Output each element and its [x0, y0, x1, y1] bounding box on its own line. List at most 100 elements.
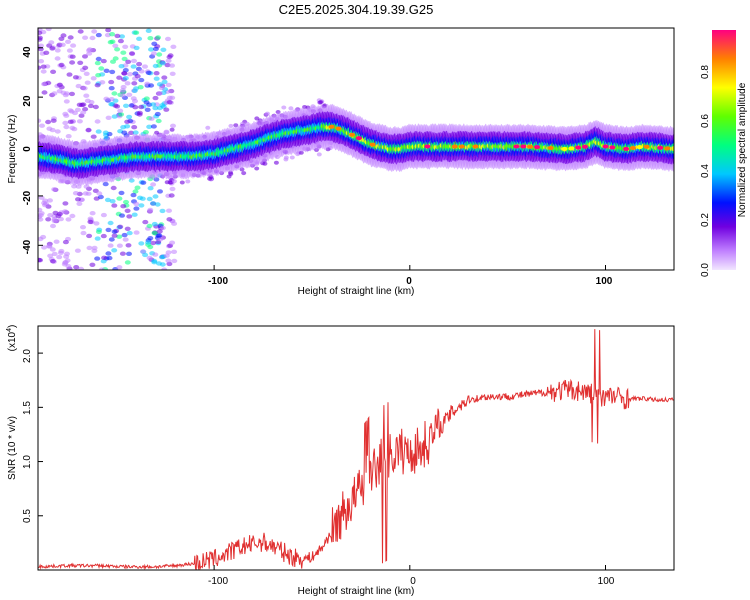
spectrogram-noise-cell [71, 126, 78, 132]
spectrogram-noise-cell [81, 86, 88, 91]
spectrogram-noise-cell [60, 90, 67, 96]
spectrogram-noise-cell [74, 248, 81, 253]
spectrogram-peak-cell [451, 144, 458, 149]
spectrogram-noise-cell [116, 265, 123, 270]
spectrogram-noise-cell [102, 130, 109, 135]
spectrogram-ytick-label: 40 [22, 46, 33, 58]
spectrogram-noise-cell [77, 29, 84, 34]
spectrogram-noise-cell [152, 46, 159, 52]
spectrogram-xtick-label: 0 [406, 276, 412, 287]
spectrogram-noise-cell [89, 35, 96, 41]
spectrogram-noise-cell [62, 120, 69, 126]
spectrogram-ytick-label: 0 [22, 146, 33, 152]
spectrogram-noise-cell [159, 208, 166, 214]
spectrogram-noise-cell [138, 104, 145, 110]
spectrogram-noise-cell [118, 112, 125, 117]
spectrogram-peak-cell [575, 145, 582, 150]
spectrogram-noise-cell [86, 47, 93, 52]
snr-series-line [38, 329, 674, 570]
spectrogram-noise-cell [131, 212, 138, 217]
spectrogram-noise-cell [41, 245, 48, 250]
spectrogram-peak-cell [328, 124, 335, 129]
spectrogram-noise-cell [100, 212, 107, 218]
spectrogram-noise-cell [108, 102, 115, 107]
spectrogram-noise-cell [144, 107, 151, 113]
spectrogram-noise-cell [164, 62, 171, 68]
spectrogram-noise-cell [78, 266, 85, 270]
spectrogram-noise-cell [69, 91, 75, 97]
snr-scale-text: (x104) [6, 325, 18, 352]
spectrogram-ytick-label: -40 [22, 239, 33, 254]
spectrogram-noise-cell [108, 237, 115, 242]
spectrogram-noise-cell [91, 248, 98, 253]
spectrogram-noise-cell [60, 33, 67, 38]
spectrogram-noise-cell [75, 197, 81, 202]
spectrogram-noise-cell [49, 259, 56, 264]
spectrogram-noise-cell [76, 102, 83, 108]
spectrogram-noise-cell [170, 44, 177, 49]
spectrogram-noise-cell [126, 114, 133, 120]
spectrogram-noise-cell [152, 252, 159, 257]
spectrogram-noise-cell [142, 219, 149, 225]
spectrogram-noise-cell [128, 130, 135, 135]
spectrogram-ytick-label: -20 [22, 190, 33, 205]
spectrogram-noise-cell [80, 110, 87, 115]
spectrogram-noise-cell [120, 204, 127, 209]
spectrogram-noise-cell [110, 59, 116, 64]
spectrogram-halo-cell [241, 171, 247, 176]
spectrogram-noise-cell [145, 70, 152, 76]
spectrogram-noise-cell [84, 80, 91, 85]
spectrogram-noise-cell [114, 33, 121, 39]
spectrogram-peak-cell [335, 126, 342, 131]
spectrogram-noise-cell [41, 81, 48, 87]
snr-scale-close: ) [7, 325, 18, 328]
spectrogram-noise-cell [75, 83, 82, 89]
spectrogram-ylabel: Frequency (Hz) [7, 115, 18, 184]
spectrogram-noise-cell [86, 245, 93, 251]
spectrogram-noise-cell [153, 76, 160, 81]
spectrogram-noise-cell [107, 243, 114, 248]
spectrogram-noise-cell [171, 258, 178, 264]
spectrogram-halo-cell [289, 155, 295, 160]
spectrogram-noise-cell [140, 249, 146, 254]
spectrogram-ridge-cell [671, 146, 674, 152]
spectrogram-noise-cell [64, 258, 71, 263]
spectrogram-noise-cell [72, 191, 79, 196]
spectrogram-noise-cell [134, 185, 141, 190]
spectrogram-noise-cell [67, 35, 74, 40]
spectrogram-noise-cell [74, 107, 81, 113]
spectrogram-peak-cell [623, 146, 630, 151]
spectrogram-noise-cell [136, 112, 143, 117]
spectrogram-noise-cell [95, 56, 102, 62]
spectrogram-noise-cell [54, 129, 61, 134]
spectrogram-noise-cell [130, 96, 137, 101]
spectrogram-noise-cell [169, 71, 176, 77]
colorbar-tick-label: 0.2 [700, 213, 711, 227]
spectrogram-halo-cell [264, 111, 270, 116]
spectrogram-noise-cell [87, 103, 94, 109]
spectrogram-noise-cell [65, 134, 72, 139]
spectrogram-noise-cell [116, 234, 123, 239]
spectrogram-noise-cell [124, 226, 131, 231]
spectrogram-noise-cell [93, 221, 100, 226]
spectrogram-noise-cell [158, 85, 165, 91]
spectrogram-halo-cell [185, 179, 191, 184]
snr-scale-label: (x104) [6, 325, 18, 352]
spectrogram-noise-cell [157, 237, 164, 242]
spectrogram-noise-cell [111, 114, 118, 119]
spectrogram-noise-cell [65, 39, 71, 44]
spectrogram-noise-cell [142, 130, 149, 135]
spectrogram-peak-cell [520, 144, 527, 149]
spectrogram-noise-cell [105, 28, 112, 33]
spectrogram-noise-cell [63, 124, 70, 130]
spectrogram-noise-cell [156, 82, 163, 87]
spectrogram-peak-cell [664, 146, 671, 151]
spectrogram-halo-cell [254, 166, 260, 171]
spectrogram-noise-cell [119, 93, 126, 98]
spectrogram-noise-cell [38, 217, 44, 222]
spectrogram-noise-cell [112, 43, 119, 48]
spectrogram-noise-cell [66, 48, 73, 53]
spectrogram-noise-cell [70, 43, 77, 48]
spectrogram-noise-cell [122, 76, 129, 81]
spectrogram-noise-cell [47, 213, 54, 218]
